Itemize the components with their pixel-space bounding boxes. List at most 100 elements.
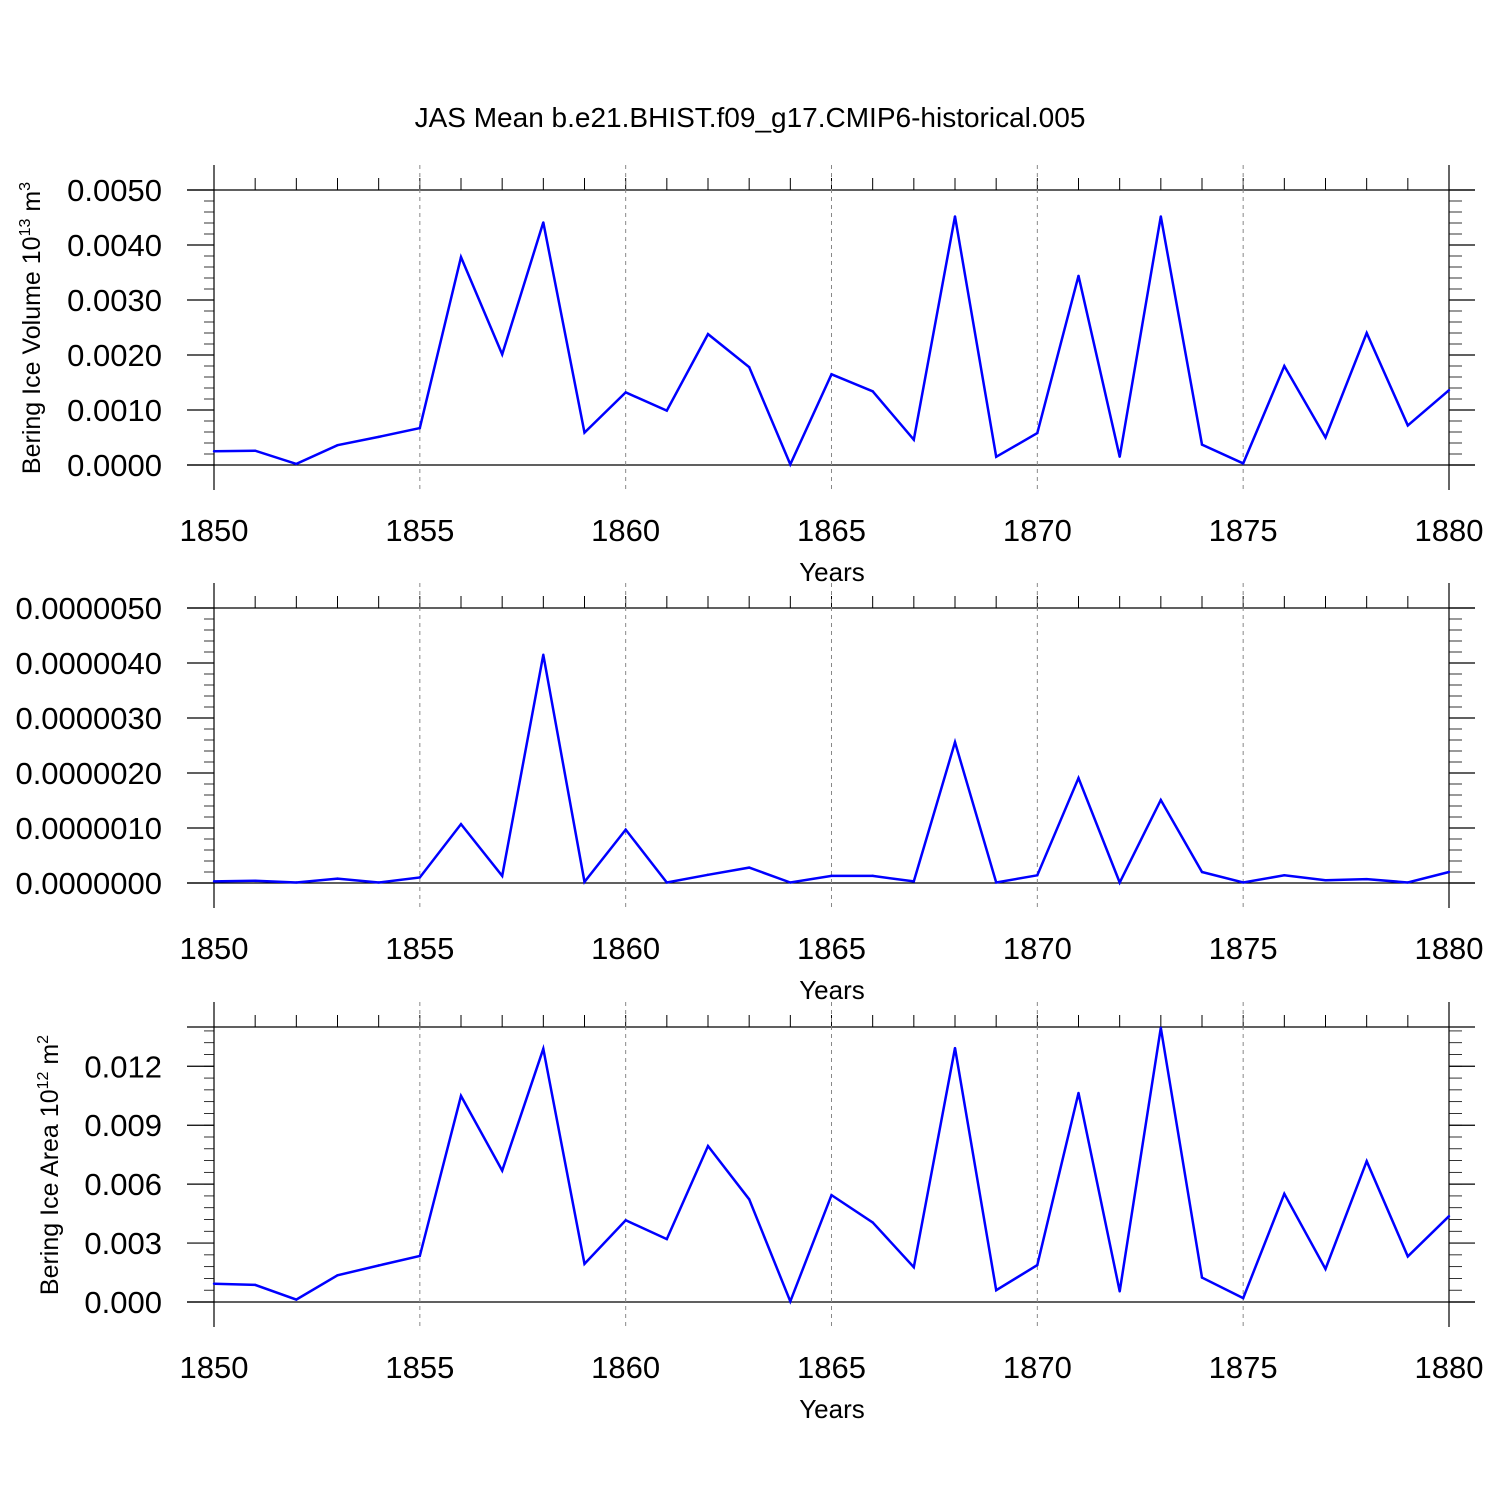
data-point xyxy=(994,1289,998,1292)
data-point xyxy=(542,1047,545,1051)
data-point xyxy=(706,873,710,876)
data-point xyxy=(583,1262,586,1266)
data-point xyxy=(1036,1263,1039,1267)
data-point xyxy=(336,444,339,447)
data-point xyxy=(542,221,545,224)
data-point xyxy=(212,880,216,883)
data-point xyxy=(295,462,298,466)
data-point xyxy=(1241,462,1245,465)
data-point xyxy=(953,1046,957,1050)
y-tick-label: 0.0000050 xyxy=(15,591,162,626)
data-point xyxy=(336,877,339,880)
panel-ice-area: 0.000 0.003 0.006 0.009 0.012 1850 1855 1860 186… xyxy=(35,1002,1483,1424)
data-point xyxy=(418,1254,422,1258)
data-point xyxy=(1406,881,1410,884)
data-point xyxy=(1447,1214,1451,1218)
data-point xyxy=(1283,1192,1286,1195)
y-tick-label: 0.0000020 xyxy=(15,756,162,791)
data-point xyxy=(1241,1296,1245,1300)
data-point xyxy=(459,1094,463,1098)
data-point xyxy=(1447,389,1451,392)
data-point xyxy=(253,449,257,452)
data-point xyxy=(1365,877,1368,881)
data-point xyxy=(253,1283,257,1287)
x-tick-label: 1850 xyxy=(180,931,249,966)
x-tick-label: 1860 xyxy=(591,513,660,548)
y-tick-label: 0.0000030 xyxy=(15,701,162,736)
data-point xyxy=(1118,881,1121,884)
y-tick-label: 0.0020 xyxy=(67,338,162,373)
x-axis-label: Years xyxy=(799,557,865,587)
data-point xyxy=(1036,874,1039,877)
data-point xyxy=(830,373,833,376)
x-tick-label: 1875 xyxy=(1209,931,1278,966)
data-point xyxy=(830,1193,833,1197)
data-point xyxy=(871,390,874,393)
y-tick-label: 0.0030 xyxy=(67,283,162,318)
data-point xyxy=(459,822,463,826)
x-tick-label: 1880 xyxy=(1415,1350,1484,1385)
y-tick-label: 0.006 xyxy=(84,1167,162,1202)
x-tick-label: 1850 xyxy=(180,1350,249,1385)
data-point xyxy=(1283,364,1286,368)
data-point xyxy=(994,455,998,458)
data-point xyxy=(1406,424,1410,427)
data-point xyxy=(912,1266,916,1269)
x-tick-label: 1870 xyxy=(1003,931,1072,966)
data-point xyxy=(253,879,257,882)
data-point xyxy=(1077,1091,1080,1095)
data-point xyxy=(871,874,874,878)
data-point xyxy=(1118,1290,1121,1293)
x-tick-label: 1860 xyxy=(591,931,660,966)
data-point xyxy=(1077,776,1080,780)
data-point xyxy=(1324,436,1327,439)
y-tick-label: 0.0050 xyxy=(67,173,162,208)
data-point xyxy=(459,255,463,259)
data-point xyxy=(1118,455,1121,458)
panel-ice-volume: 0.0000 0.0010 0.0020 0.0030 0.0040 0.0050 1850… xyxy=(17,165,1483,587)
data-point xyxy=(212,1282,216,1285)
data-point xyxy=(1159,1026,1163,1029)
y-tick-label: 0.000 xyxy=(84,1285,162,1320)
x-tick-label: 1875 xyxy=(1209,513,1278,548)
data-point xyxy=(912,438,916,441)
data-point xyxy=(1159,215,1163,218)
data-point xyxy=(994,881,998,884)
data-point xyxy=(624,1219,627,1222)
x-tick-label: 1870 xyxy=(1003,1350,1072,1385)
x-axis-label: Years xyxy=(799,1394,865,1424)
x-tick-label: 1870 xyxy=(1003,513,1072,548)
y-tick-label: 0.009 xyxy=(84,1108,162,1143)
data-point xyxy=(665,881,669,884)
y-tick-label: 0.003 xyxy=(84,1226,162,1261)
data-point xyxy=(871,1221,874,1224)
y-tick-label: 0.0010 xyxy=(67,393,162,428)
data-point xyxy=(500,874,504,878)
y-tick-label: 0.0000010 xyxy=(15,811,162,846)
data-point xyxy=(583,431,586,434)
x-tick-label: 1855 xyxy=(385,513,454,548)
y-tick-label: 0.0000000 xyxy=(15,866,162,901)
data-point xyxy=(830,874,833,878)
x-tick-label: 1855 xyxy=(385,1350,454,1385)
data-point xyxy=(377,881,380,884)
data-point xyxy=(1159,798,1163,802)
data-point xyxy=(295,881,298,884)
data-point xyxy=(1200,1276,1204,1279)
y-tick-label: 0.0040 xyxy=(67,228,162,263)
data-point xyxy=(706,1144,710,1148)
data-point xyxy=(1200,870,1204,874)
data-point xyxy=(377,1264,380,1267)
data-point xyxy=(624,828,627,831)
data-point xyxy=(665,1237,669,1241)
x-axis-label: Years xyxy=(799,975,865,1005)
data-point xyxy=(1324,879,1327,882)
data-point xyxy=(336,1274,339,1277)
x-tick-label: 1880 xyxy=(1415,513,1484,548)
data-point xyxy=(706,332,710,336)
data-point xyxy=(1447,870,1451,874)
data-point xyxy=(418,876,422,879)
data-point xyxy=(500,1169,504,1172)
data-point xyxy=(1283,874,1286,877)
x-tick-label: 1880 xyxy=(1415,931,1484,966)
